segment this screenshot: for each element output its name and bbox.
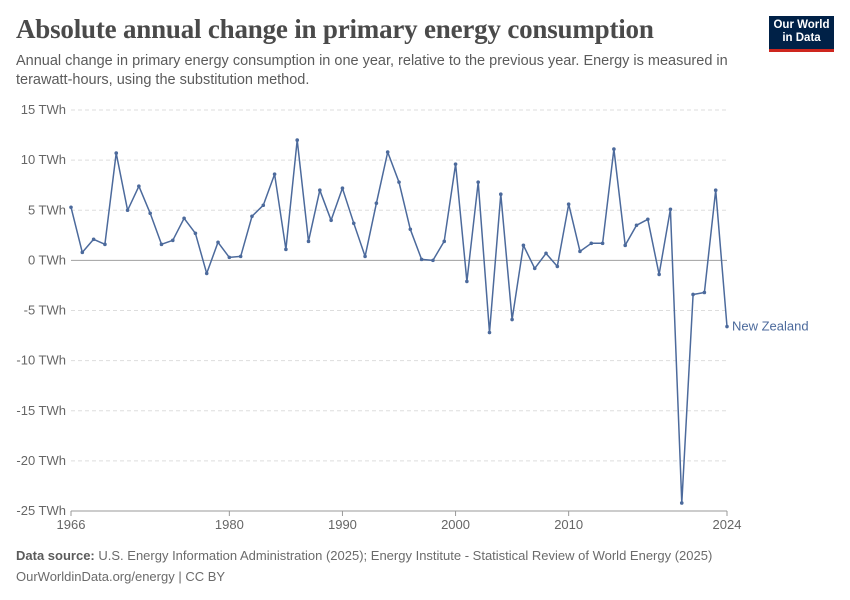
data-point[interactable]	[465, 279, 469, 284]
data-point[interactable]	[657, 272, 661, 277]
data-point[interactable]	[476, 180, 480, 184]
data-point[interactable]	[544, 251, 548, 256]
data-point[interactable]	[498, 192, 503, 197]
y-tick-label: 5 TWh	[28, 202, 66, 217]
y-tick-label: 10 TWh	[21, 152, 66, 167]
data-point[interactable]	[318, 188, 322, 192]
y-tick-label: 15 TWh	[21, 102, 66, 117]
x-axis: 1966 1980 1990 2000 2010 2024	[57, 510, 742, 532]
data-point[interactable]	[453, 162, 458, 166]
logo-line-1: Our World	[773, 19, 830, 31]
data-point[interactable]	[216, 240, 220, 245]
data-point[interactable]	[261, 203, 266, 208]
series-label: New Zealand	[732, 319, 809, 334]
data-point[interactable]	[623, 243, 628, 248]
data-source-label: Data source:	[16, 548, 95, 563]
data-point[interactable]	[532, 266, 537, 271]
data-point[interactable]	[182, 216, 186, 221]
y-axis-tick-labels: 15 TWh 10 TWh 5 TWh 0 TWh -5 TWh -10 TWh -15 T…	[16, 102, 66, 518]
y-tick-label: -25 TWh	[16, 503, 66, 518]
data-point[interactable]	[600, 241, 605, 246]
data-point[interactable]	[646, 217, 650, 222]
y-tick-label: -5 TWh	[24, 303, 66, 318]
data-point[interactable]	[691, 292, 695, 297]
data-point[interactable]	[521, 243, 526, 248]
data-point[interactable]	[702, 290, 707, 295]
data-point[interactable]	[351, 221, 356, 226]
chart-subtitle: Annual change in primary energy consumpt…	[16, 53, 728, 88]
data-point[interactable]	[91, 237, 96, 242]
x-tick-label: 2024	[713, 517, 742, 532]
data-point[interactable]	[170, 238, 175, 243]
x-tick-label: 1966	[57, 517, 86, 532]
data-point[interactable]	[385, 150, 390, 154]
series-group: New Zealand	[69, 138, 809, 505]
series-line	[70, 139, 728, 504]
data-point[interactable]	[306, 239, 311, 244]
data-point[interactable]	[114, 151, 119, 155]
data-source-note: Data source: U.S. Energy Information Adm…	[16, 548, 712, 563]
x-tick-label: 2010	[554, 517, 583, 532]
data-point[interactable]	[555, 264, 560, 269]
data-point[interactable]	[419, 257, 424, 262]
data-point[interactable]	[397, 180, 401, 184]
data-point[interactable]	[80, 250, 85, 255]
data-point[interactable]	[725, 324, 729, 329]
owid-logo[interactable]: Our World in Data	[769, 16, 834, 52]
data-point[interactable]	[589, 241, 594, 246]
data-point[interactable]	[148, 211, 152, 216]
y-tick-label: 0 TWh	[28, 252, 66, 267]
data-point[interactable]	[204, 271, 209, 276]
data-point[interactable]	[612, 147, 616, 151]
data-point[interactable]	[713, 188, 718, 192]
data-point[interactable]	[408, 227, 413, 232]
data-point[interactable]	[510, 317, 514, 322]
data-point[interactable]	[679, 501, 684, 505]
data-point[interactable]	[487, 330, 492, 335]
y-gridlines	[71, 109, 727, 512]
data-point[interactable]	[578, 249, 582, 254]
data-point[interactable]	[329, 218, 333, 223]
data-point[interactable]	[634, 223, 639, 228]
data-point[interactable]	[566, 202, 571, 207]
data-point[interactable]	[284, 247, 288, 252]
y-tick-label: -10 TWh	[16, 353, 66, 368]
data-point[interactable]	[69, 205, 73, 210]
data-point[interactable]	[250, 214, 254, 219]
url-license[interactable]: OurWorldinData.org/energy | CC BY	[16, 569, 226, 584]
data-point[interactable]	[103, 242, 107, 247]
data-point[interactable]	[374, 201, 379, 206]
data-point[interactable]	[159, 242, 164, 247]
x-tick-label: 2000	[441, 517, 470, 532]
y-tick-label: -20 TWh	[16, 453, 66, 468]
data-point[interactable]	[363, 254, 367, 259]
x-tick-label: 1990	[328, 517, 357, 532]
data-point[interactable]	[272, 172, 277, 176]
x-tick-label: 1980	[215, 517, 244, 532]
data-point[interactable]	[668, 207, 673, 212]
data-source-text: U.S. Energy Information Administration (…	[98, 548, 713, 563]
data-point[interactable]	[431, 258, 435, 263]
data-point[interactable]	[227, 255, 232, 260]
data-point[interactable]	[125, 208, 130, 213]
data-point[interactable]	[193, 231, 198, 236]
data-point[interactable]	[137, 184, 141, 188]
y-tick-label: -15 TWh	[16, 403, 66, 418]
data-point[interactable]	[238, 254, 243, 259]
data-point[interactable]	[442, 239, 447, 244]
chart-title: Absolute annual change in primary energy…	[16, 14, 654, 44]
data-point[interactable]	[295, 138, 300, 142]
logo-line-2: in Data	[782, 32, 821, 44]
data-point[interactable]	[340, 186, 345, 190]
